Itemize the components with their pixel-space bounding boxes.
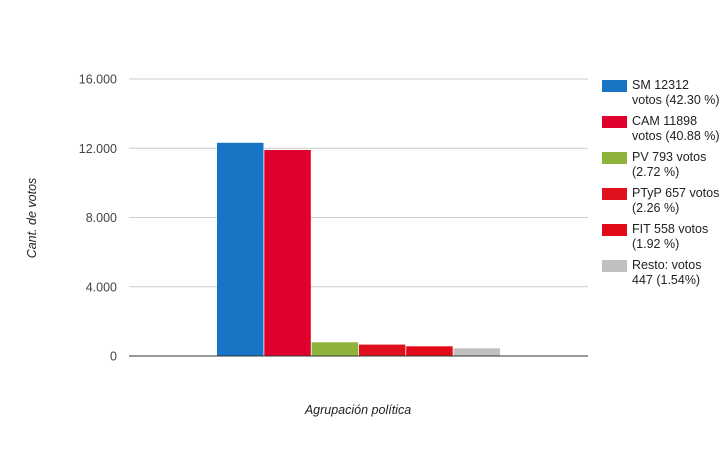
- y-tick-label: 4.000: [86, 280, 117, 294]
- legend-label: CAM 11898 votos (40.88 %): [632, 114, 720, 143]
- y-tick-label: 8.000: [86, 211, 117, 225]
- bars: [217, 142, 501, 356]
- legend-item[interactable]: SM 12312 votos (42.30 %): [602, 78, 720, 108]
- gridlines: [129, 78, 588, 288]
- legend: SM 12312 votos (42.30 %) CAM 11898 votos …: [602, 78, 720, 294]
- legend-swatch: [602, 152, 627, 164]
- legend-label: Resto: votos 447 (1.54%): [632, 258, 702, 287]
- y-tick-label: 12.000: [79, 142, 117, 156]
- legend-swatch: [602, 260, 627, 272]
- y-axis-label: Cant. de votos: [25, 178, 39, 259]
- legend-label: PTyP 657 votos (2.26 %): [632, 186, 720, 215]
- legend-label: PV 793 votos (2.72 %): [632, 150, 707, 179]
- y-tick-labels: 0 4.000 8.000 12.000 16.000: [79, 73, 117, 364]
- y-tick-label: 0: [110, 350, 117, 364]
- x-axis-label: Agrupación política: [304, 403, 411, 417]
- bar-0[interactable]: [217, 142, 264, 356]
- y-tick-label: 16.000: [79, 73, 117, 87]
- legend-item[interactable]: CAM 11898 votos (40.88 %): [602, 114, 720, 144]
- bar-5[interactable]: [453, 348, 501, 356]
- legend-swatch: [602, 80, 627, 92]
- legend-item[interactable]: FIT 558 votos (1.92 %): [602, 222, 720, 252]
- legend-item[interactable]: PV 793 votos (2.72 %): [602, 150, 720, 180]
- bar-4[interactable]: [406, 346, 453, 356]
- legend-label: FIT 558 votos (1.92 %): [632, 222, 709, 251]
- legend-item[interactable]: PTyP 657 votos (2.26 %): [602, 186, 720, 216]
- legend-item[interactable]: Resto: votos 447 (1.54%): [602, 258, 720, 288]
- legend-swatch: [602, 188, 627, 200]
- bar-3[interactable]: [358, 344, 406, 356]
- legend-swatch: [602, 116, 627, 128]
- bar-2[interactable]: [311, 342, 359, 356]
- bar-1[interactable]: [264, 150, 311, 356]
- legend-label: SM 12312 votos (42.30 %): [632, 78, 720, 107]
- legend-swatch: [602, 224, 627, 236]
